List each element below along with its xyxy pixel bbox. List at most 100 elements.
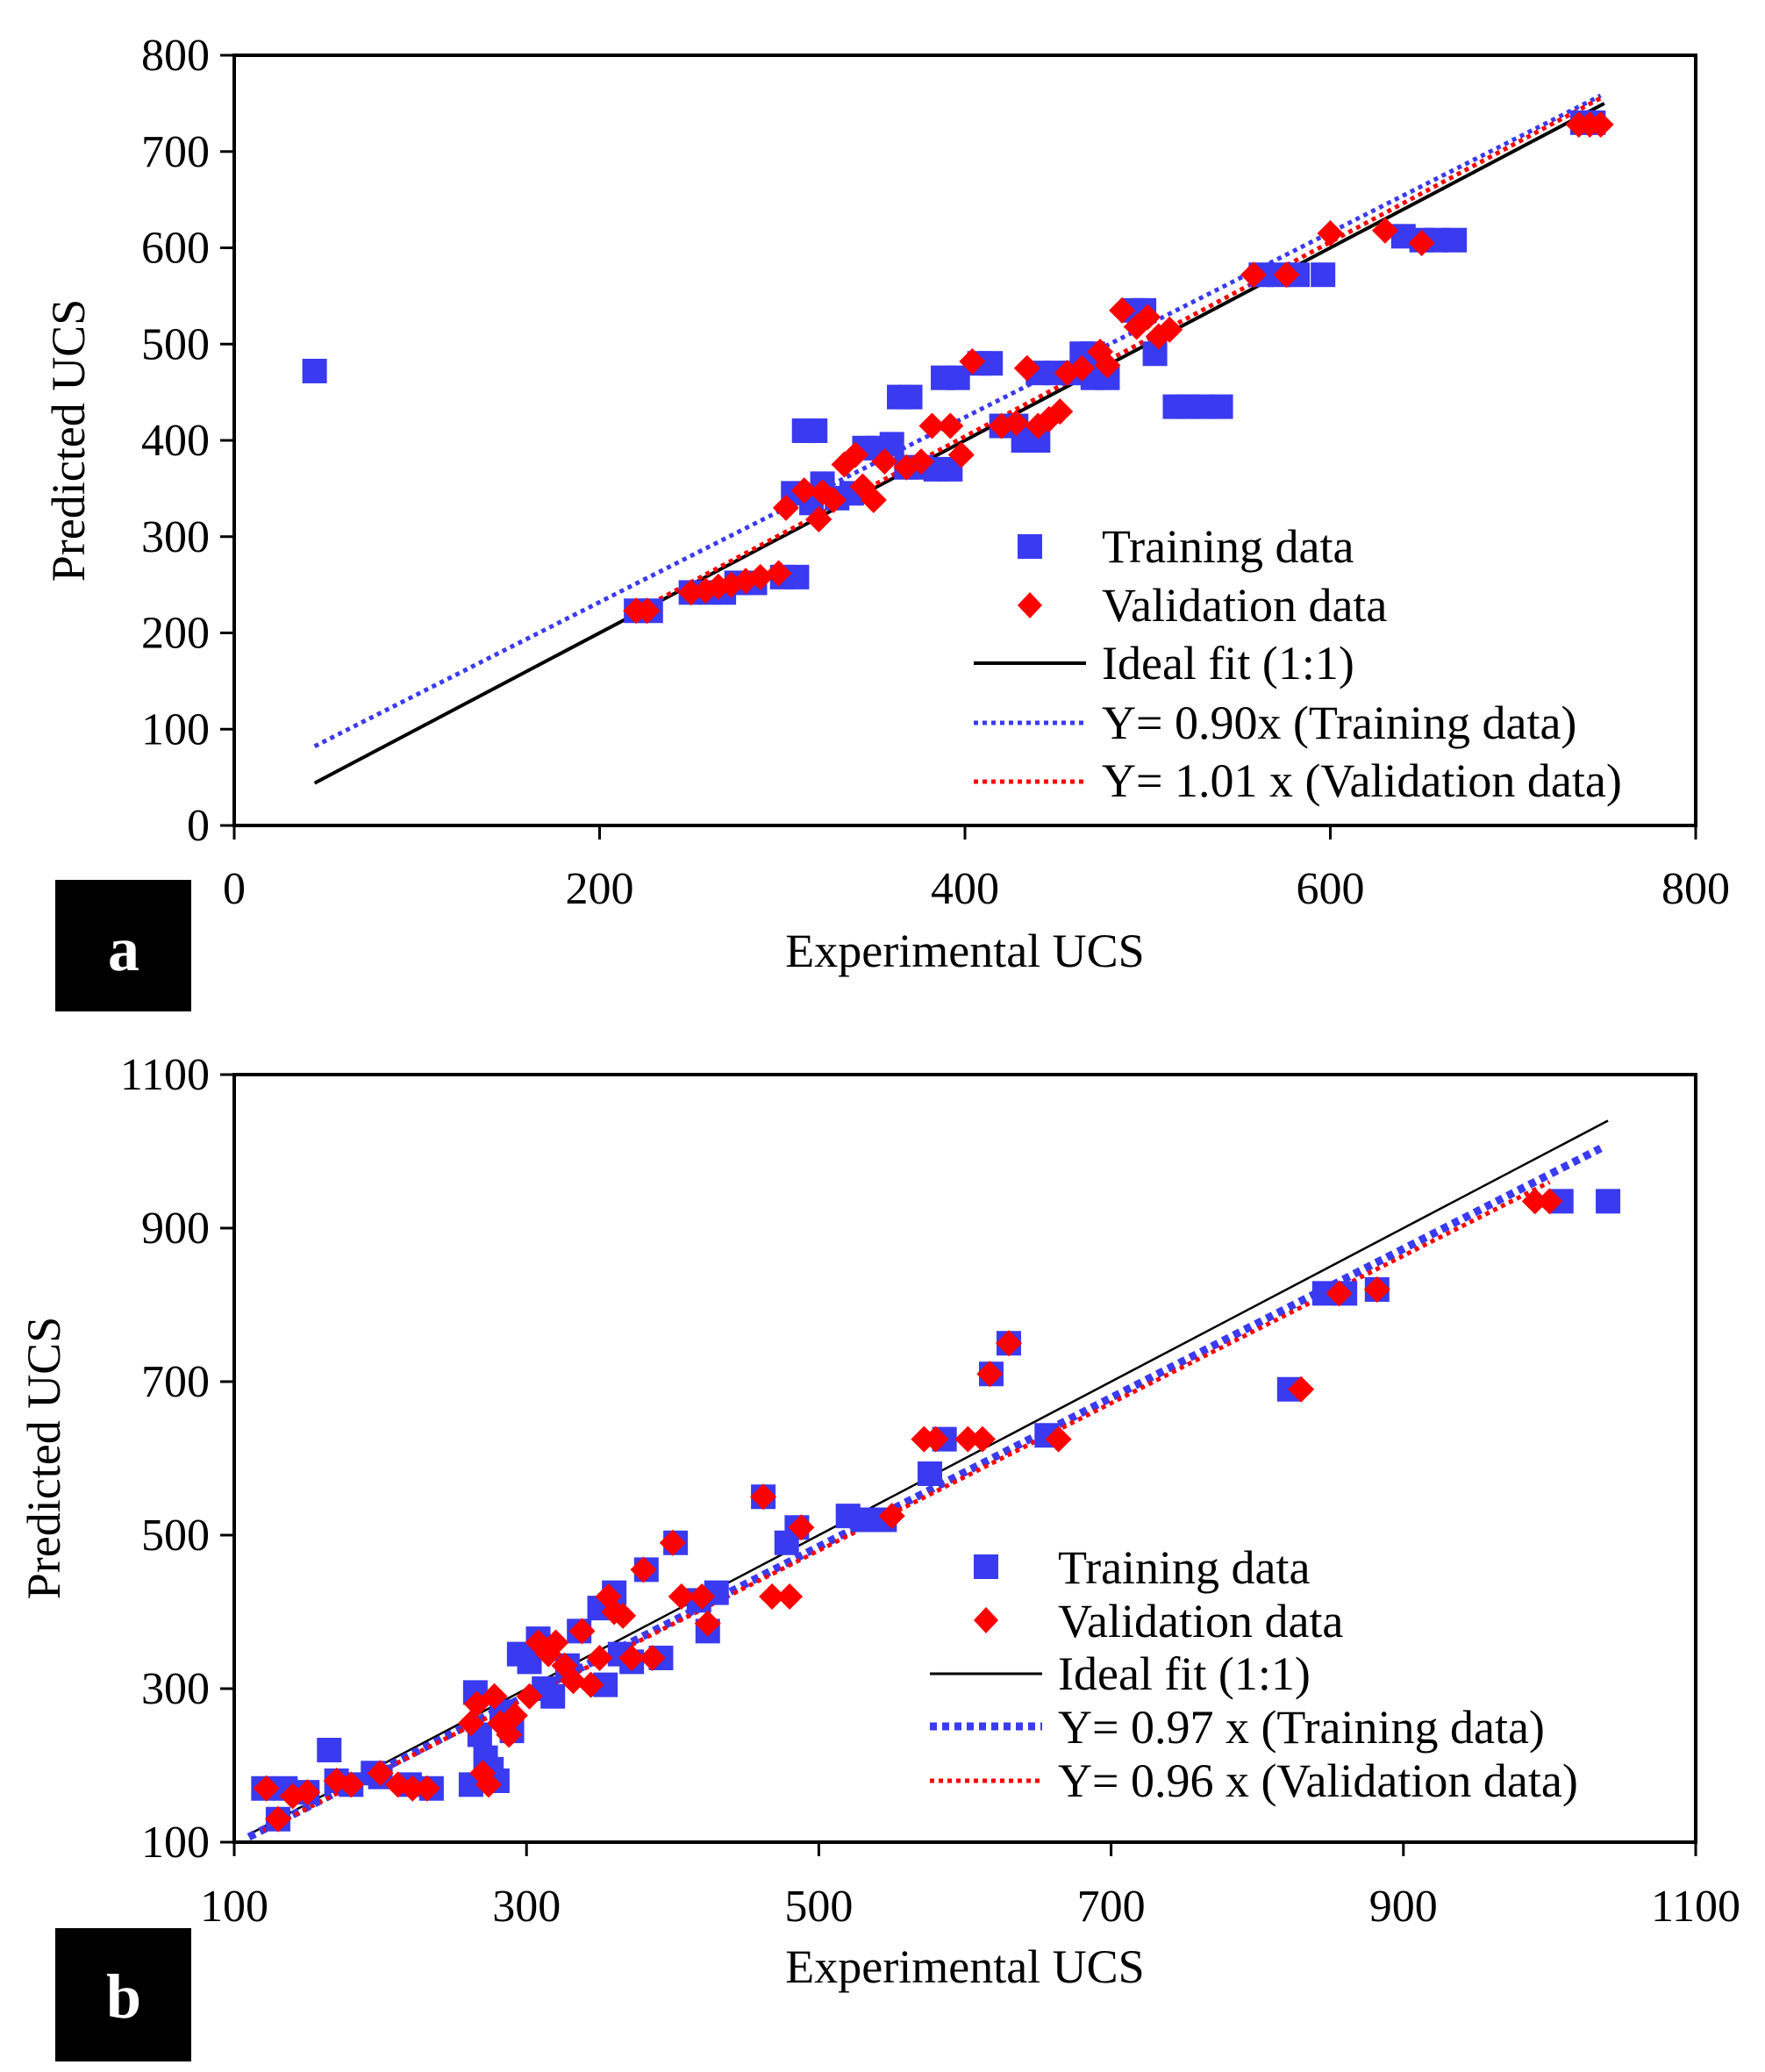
panel-b-legend-training-marker [974,1554,998,1579]
panel-b-validation-point [568,1618,596,1645]
panel-a-validation-point [1109,297,1136,324]
panel-a-legend-training-marker [1018,534,1042,559]
panel-b-validation-point [968,1425,996,1453]
panel-b-validation-point [264,1805,291,1833]
panel-a-validation-point [1240,261,1268,289]
panel-a-validation-point [805,505,832,532]
panel-a-validation-point [1156,316,1183,343]
panel-b-validation-point [1536,1188,1563,1215]
panel-a-x-tick-label: 0 [223,864,246,914]
panel-a-validation-point [1273,261,1300,289]
panel-a-validation-point [1134,304,1161,331]
panel-a-y-tick-label: 800 [141,31,210,81]
panel-a-line-validation-fit [634,96,1602,614]
panel-b-x-axis-title: Experimental UCS [785,1940,1144,1993]
panel-a-validation-point [1587,111,1614,139]
panel-b-data-marks [247,1119,1621,1841]
panel-a-validation-point [947,441,975,468]
panel-a-training-point [1208,394,1233,419]
panel-a-validation-point [1408,230,1435,257]
panel-a-legend: Training data Validation data Ideal fit … [974,520,1622,807]
panel-b-validation-point [577,1671,604,1698]
panel-b-ticks: 100 300 500 700 900 1100 100 300 500 700 900 1100 [120,1050,1740,1932]
panel-a-validation-point [820,487,847,514]
panel-a-x-tick-label: 600 [1297,864,1365,914]
panel-a-validation-point [772,494,799,521]
panel-b-training-point [1596,1189,1621,1214]
panel-b-y-tick-label: 300 [141,1664,210,1714]
panel-a-y-tick-label: 700 [141,127,210,177]
panel-b-validation-point [618,1645,646,1671]
panel-b-validation-point [1363,1276,1390,1303]
panel-a-validation-point [1371,217,1398,244]
panel-b-validation-point [457,1710,484,1737]
panel-b-validation-point [516,1683,543,1710]
panel-b-validation-point [542,1629,569,1656]
panel-b-validation-point [367,1760,394,1787]
panel-a-legend-training-label: Training data [1102,520,1354,573]
panel-b-validation-point [610,1602,637,1629]
panel-a-data-marks [302,93,1614,785]
panel-b-validation-point [788,1514,815,1541]
panel-b-y-axis-title: Predicted UCS [18,1317,70,1599]
panel-a-x-axis-title: Experimental UCS [785,925,1144,977]
panel-b-validation-point [759,1583,786,1610]
panel-a-validation-point [908,448,935,475]
panel-b-validation-point [954,1425,982,1453]
panel-b-validation-point [630,1556,657,1583]
panel-b-x-tick-label: 300 [492,1882,561,1932]
panel-a-legend-training-fit-label: Y= 0.90x (Training data) [1102,697,1576,749]
panel-b-validation-point [639,1645,666,1671]
panel-a-validation-point [790,477,818,504]
panel-b-validation-point [689,1583,716,1610]
panel-b-validation-point [253,1775,280,1802]
panel-a-validation-point [1013,354,1040,382]
panel-b-legend-ideal-label: Ideal fit (1:1) [1058,1647,1311,1700]
panel-b-validation-point [1521,1188,1548,1215]
panel-b-validation-point [1045,1425,1072,1453]
panel-a-validation-point [1317,220,1344,247]
panel-b-training-point [918,1461,943,1486]
panel-a-ticks: 0 100 200 300 400 500 600 700 800 0 200 400 600 800 [141,31,1730,914]
panel-b-label-box [55,1928,191,2061]
panel-a-y-tick-label: 600 [141,224,210,274]
panel-b-legend-validation-fit-label: Y= 0.96 x (Validation data) [1058,1754,1578,1807]
panel-b: 100 300 500 700 900 1100 100 300 500 700 900 1100 E… [18,1050,1740,2061]
panel-a-y-tick-label: 500 [141,319,210,369]
panel-a-x-tick-label: 400 [931,864,999,914]
panel-b-y-tick-label: 900 [141,1204,210,1254]
panel-a-training-point [1442,227,1468,253]
panel-b-validation-point [976,1361,1004,1388]
panel-b-validation-point [776,1583,804,1610]
panel-a-training-point [784,564,810,589]
panel-b-validation-point [586,1645,613,1671]
panel-b-y-tick-label: 700 [141,1357,210,1407]
panel-a-legend-validation-fit-label: Y= 1.01 x (Validation data) [1102,754,1622,807]
panel-b-x-tick-label: 1100 [1651,1882,1740,1932]
panel-b-validation-point [694,1610,721,1637]
panel-a-label-box [55,880,191,1011]
panel-b-x-tick-label: 500 [784,1882,853,1932]
panel-b-legend-validation-marker [974,1607,998,1633]
panel-a-x-tick-label: 800 [1661,864,1730,914]
panel-b-validation-point [1288,1375,1315,1403]
panel-b-x-tick-label: 900 [1369,1882,1438,1932]
panel-b-x-tick-label: 700 [1077,1882,1146,1932]
panel-a-training-point [1311,262,1336,288]
panel-b-validation-point [995,1330,1022,1357]
panel-b-validation-point [413,1775,440,1802]
panel-b-validation-point [399,1775,426,1802]
panel-a-training-point [803,418,828,444]
panel-b-plot-frame [232,1073,1697,1844]
panel-a-y-tick-label: 200 [141,609,210,659]
panel-b-legend: Training data Validation data Ideal fit … [930,1541,1578,1807]
panel-a-validation-point [633,597,661,625]
panel-b-validation-point [668,1583,695,1610]
panel-a-y-tick-label: 0 [187,801,210,851]
panel-a-legend-validation-marker [1018,592,1042,618]
panel-b-validation-point [496,1721,523,1748]
panel-b-y-tick-label: 100 [141,1818,210,1868]
panel-b-training-point [317,1738,342,1762]
panel-b-validation-point [750,1483,777,1511]
panel-b-validation-point [878,1503,905,1530]
